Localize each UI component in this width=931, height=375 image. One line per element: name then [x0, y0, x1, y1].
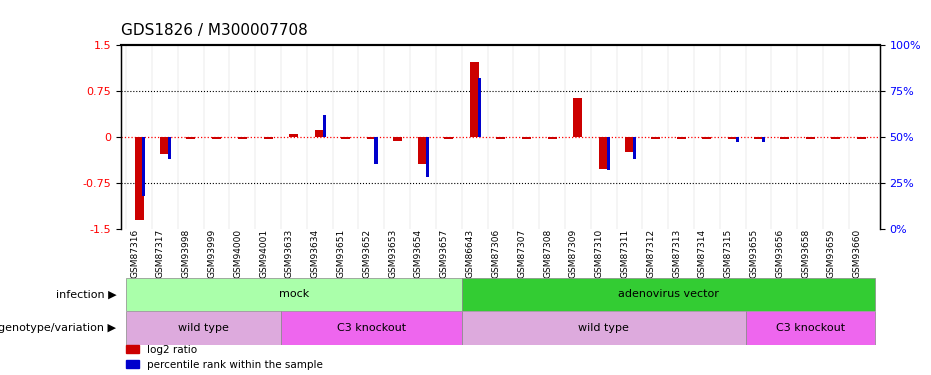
- Text: wild type: wild type: [578, 323, 629, 333]
- Bar: [426, 137, 429, 177]
- Text: GSM93655: GSM93655: [749, 229, 759, 278]
- Text: genotype/variation ▶: genotype/variation ▶: [0, 323, 116, 333]
- Text: GSM87313: GSM87313: [672, 229, 681, 278]
- Bar: [127, 311, 281, 345]
- Bar: [632, 137, 636, 159]
- Text: GSM93651: GSM93651: [337, 229, 345, 278]
- Bar: [135, 137, 143, 220]
- Bar: [762, 137, 764, 142]
- Bar: [746, 311, 874, 345]
- Text: GSM93653: GSM93653: [388, 229, 398, 278]
- Bar: [212, 137, 221, 140]
- Text: GSM93658: GSM93658: [801, 229, 810, 278]
- Bar: [547, 137, 557, 140]
- Text: GSM93999: GSM93999: [208, 229, 217, 278]
- Text: GSM94000: GSM94000: [234, 229, 242, 278]
- Text: GSM93654: GSM93654: [414, 229, 423, 278]
- Text: GSM93656: GSM93656: [776, 229, 784, 278]
- Bar: [127, 278, 462, 311]
- Text: infection ▶: infection ▶: [56, 290, 116, 299]
- Bar: [600, 137, 608, 169]
- Bar: [418, 137, 427, 164]
- Text: mock: mock: [278, 290, 309, 299]
- Bar: [831, 137, 841, 140]
- Text: GSM94001: GSM94001: [259, 229, 268, 278]
- Text: GSM87306: GSM87306: [492, 229, 501, 278]
- Bar: [702, 137, 711, 140]
- Text: GSM87316: GSM87316: [130, 229, 139, 278]
- Bar: [374, 137, 378, 164]
- Text: GSM93998: GSM93998: [182, 229, 191, 278]
- Text: GSM93659: GSM93659: [827, 229, 836, 278]
- Text: GSM93633: GSM93633: [285, 229, 294, 278]
- Bar: [142, 137, 145, 196]
- Bar: [168, 137, 171, 159]
- Text: wild type: wild type: [178, 323, 229, 333]
- Bar: [651, 137, 660, 140]
- Text: adenovirus vector: adenovirus vector: [618, 290, 719, 299]
- Text: GSM87310: GSM87310: [595, 229, 603, 278]
- Bar: [462, 311, 746, 345]
- Text: GSM93660: GSM93660: [853, 229, 862, 278]
- Text: GSM93652: GSM93652: [362, 229, 371, 278]
- Bar: [186, 137, 196, 140]
- Bar: [341, 137, 350, 140]
- Text: GSM93657: GSM93657: [439, 229, 449, 278]
- Bar: [805, 137, 815, 140]
- Bar: [444, 137, 453, 140]
- Bar: [496, 137, 505, 140]
- Bar: [728, 137, 737, 140]
- Bar: [573, 98, 583, 137]
- Bar: [607, 137, 610, 170]
- Text: GSM87317: GSM87317: [155, 229, 165, 278]
- Text: GSM87312: GSM87312: [646, 229, 655, 278]
- Text: GSM87311: GSM87311: [620, 229, 629, 278]
- Text: GSM87309: GSM87309: [569, 229, 578, 278]
- Bar: [625, 137, 634, 152]
- Text: GSM86643: GSM86643: [466, 229, 475, 278]
- Text: GSM87308: GSM87308: [543, 229, 552, 278]
- Bar: [470, 62, 479, 137]
- Bar: [735, 137, 739, 142]
- Text: GSM87307: GSM87307: [518, 229, 526, 278]
- Bar: [367, 137, 376, 140]
- Text: GSM87315: GSM87315: [723, 229, 733, 278]
- Bar: [393, 137, 401, 141]
- Bar: [281, 311, 462, 345]
- Bar: [462, 278, 874, 311]
- Bar: [677, 137, 685, 140]
- Text: GSM87314: GSM87314: [698, 229, 707, 278]
- Bar: [263, 137, 273, 140]
- Bar: [290, 134, 299, 137]
- Bar: [237, 137, 247, 140]
- Bar: [323, 115, 326, 137]
- Text: GSM93634: GSM93634: [311, 229, 319, 278]
- Bar: [160, 137, 169, 154]
- Bar: [521, 137, 531, 140]
- Legend: log2 ratio, percentile rank within the sample: log2 ratio, percentile rank within the s…: [127, 345, 323, 370]
- Bar: [316, 129, 324, 137]
- Text: C3 knockout: C3 knockout: [776, 323, 844, 333]
- Bar: [780, 137, 789, 140]
- Bar: [857, 137, 866, 140]
- Bar: [754, 137, 763, 140]
- Text: C3 knockout: C3 knockout: [337, 323, 406, 333]
- Bar: [478, 78, 480, 137]
- Text: GDS1826 / M300007708: GDS1826 / M300007708: [121, 22, 308, 38]
